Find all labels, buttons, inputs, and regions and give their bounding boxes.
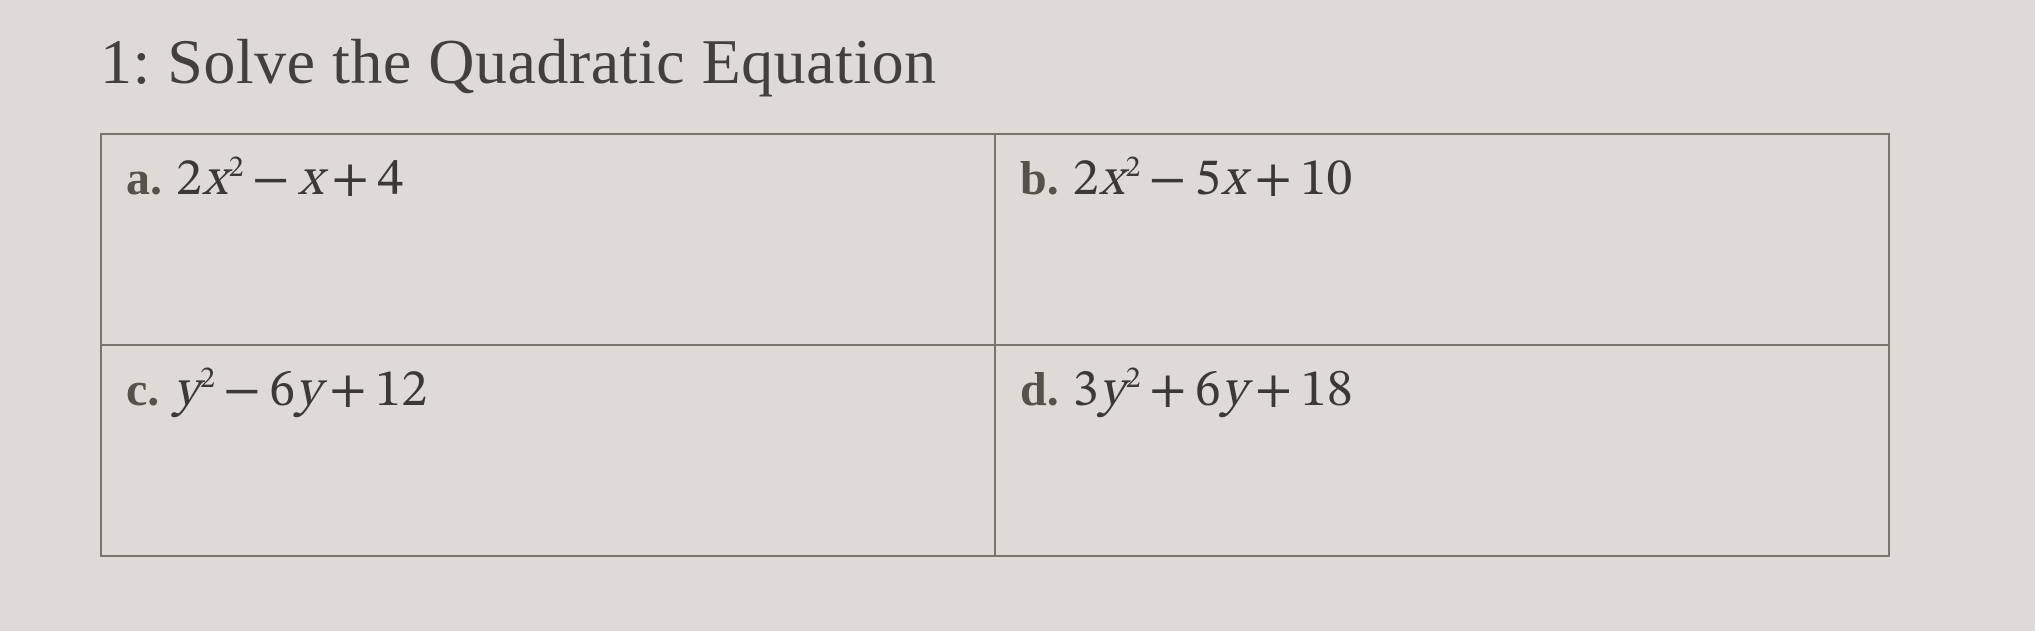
- var: x: [1099, 155, 1124, 207]
- const: 18: [1301, 366, 1353, 418]
- cell-label-a: a.: [126, 151, 162, 206]
- page: 1: Solve the Quadratic Equation a. 2x2−x…: [0, 0, 2035, 557]
- expression-b: 2x2−5x+10: [1073, 149, 1353, 214]
- question-number: 1:: [100, 20, 151, 103]
- operator: +: [1255, 366, 1293, 418]
- cell-a: a. 2x2−x+4: [101, 134, 995, 345]
- table-row: a. 2x2−x+4 b. 2x2−5x+10: [101, 134, 1889, 345]
- var: y: [1221, 366, 1247, 418]
- question-title-line: 1: Solve the Quadratic Equation: [100, 20, 1935, 103]
- coef: 2: [176, 155, 202, 207]
- expression-c: y2−6y+12: [173, 360, 427, 425]
- cell-b: b. 2x2−5x+10: [995, 134, 1889, 345]
- cell-d: d. 3y2+6y+18: [995, 345, 1889, 556]
- var: y: [296, 366, 322, 418]
- coef: 2: [1073, 155, 1099, 207]
- cell-label-d: d.: [1020, 362, 1059, 417]
- table-row: c. y2−6y+12 d. 3y2+6y+18: [101, 345, 1889, 556]
- cell-label-b: b.: [1020, 151, 1059, 206]
- question-title: Solve the Quadratic Equation: [167, 26, 936, 97]
- coef: 6: [1195, 366, 1221, 418]
- expression-d: 3y2+6y+18: [1073, 360, 1354, 425]
- const: 12: [375, 366, 427, 418]
- coef: 3: [1073, 366, 1099, 418]
- operator: −: [252, 155, 290, 207]
- var: y: [1099, 366, 1125, 418]
- exponent: 2: [1126, 365, 1141, 395]
- var: y: [173, 366, 199, 418]
- operator: −: [223, 366, 261, 418]
- var: x: [202, 155, 227, 207]
- expression-a: 2x2−x+4: [176, 149, 404, 214]
- operator: +: [1149, 366, 1187, 418]
- const: 4: [377, 155, 403, 207]
- const: 10: [1300, 155, 1352, 207]
- var: x: [1221, 155, 1246, 207]
- coef: 5: [1195, 155, 1221, 207]
- operator: +: [331, 155, 369, 207]
- cell-label-c: c.: [126, 362, 159, 417]
- operator: +: [329, 366, 367, 418]
- cell-c: c. y2−6y+12: [101, 345, 995, 556]
- operator: −: [1149, 155, 1187, 207]
- var: x: [298, 155, 323, 207]
- coef: 6: [269, 366, 295, 418]
- exponent: 2: [1125, 154, 1140, 184]
- exponent: 2: [229, 154, 244, 184]
- operator: +: [1254, 155, 1292, 207]
- exponent: 2: [200, 365, 215, 395]
- question-table: a. 2x2−x+4 b. 2x2−5x+10 c. y2−6y+12 d.: [100, 133, 1890, 557]
